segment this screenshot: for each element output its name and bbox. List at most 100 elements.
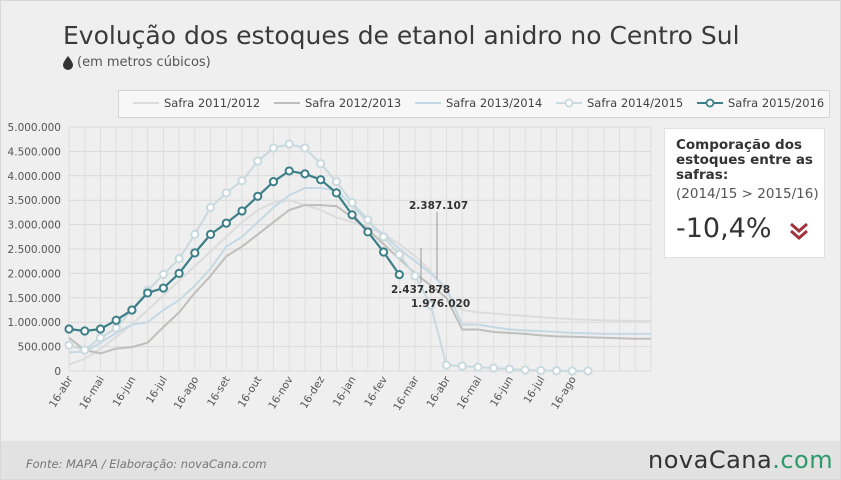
- data-point-4: [174, 268, 184, 278]
- x-tick-label: 16-ago: [549, 374, 579, 411]
- brand-part-nova: nova: [648, 446, 709, 474]
- y-tick-label: 1.500.000: [8, 293, 61, 305]
- x-tick-label: 16-jul: [522, 374, 548, 405]
- y-tick-label: 2.000.000: [8, 268, 61, 280]
- data-point-3: [567, 366, 577, 376]
- data-point-3: [190, 229, 200, 239]
- data-point-3: [504, 364, 515, 374]
- series-line-4: [68, 169, 401, 333]
- data-point-3: [174, 254, 184, 264]
- series-line-3: [68, 143, 589, 372]
- x-tick-label: 16-ago: [172, 374, 202, 411]
- data-point-3: [80, 345, 90, 355]
- y-tick-label: 4.500.000: [8, 146, 61, 158]
- footer: Fonte: MAPA / Elaboração: novaCana.com n…: [1, 441, 840, 479]
- y-tick-label: 3.000.000: [8, 220, 61, 232]
- x-tick-label: 16-jul: [144, 374, 170, 405]
- brand-part-com: .com: [772, 446, 834, 474]
- data-point-4: [363, 227, 373, 237]
- data-point-4: [190, 248, 200, 258]
- data-point-3: [347, 198, 357, 208]
- legend-swatch-2014: [556, 98, 582, 108]
- x-tick-label: 16-jun: [111, 374, 139, 409]
- y-tick-labels: 0 500.000 1.000.000 1.500.000 2.000.000 2.500…: [8, 122, 61, 378]
- data-point-3: [316, 159, 326, 169]
- data-point-4: [221, 218, 231, 228]
- data-point-4: [300, 169, 310, 179]
- y-tick-label: 4.000.000: [8, 171, 61, 183]
- y-tick-label: 3.500.000: [8, 195, 61, 207]
- y-tick-label: 0: [54, 366, 61, 378]
- data-point-3: [552, 366, 562, 376]
- data-point-3: [205, 202, 216, 213]
- legend-swatch-2012: [274, 102, 300, 104]
- data-point-3: [268, 143, 279, 153]
- data-point-3: [426, 300, 436, 310]
- data-point-4: [143, 288, 153, 298]
- legend-item-2015: Safra 2015/2016: [697, 96, 824, 110]
- data-point-3: [520, 365, 530, 375]
- data-point-3: [300, 143, 310, 153]
- grid-lines: [68, 126, 652, 372]
- data-point-4: [111, 315, 121, 325]
- data-point-4: [205, 229, 216, 239]
- data-point-3: [473, 362, 483, 372]
- data-point-3: [410, 271, 420, 281]
- data-point-3: [331, 177, 342, 187]
- data-point-3: [64, 340, 74, 350]
- legend-label-2014: Safra 2014/2015: [587, 96, 684, 110]
- data-point-3: [583, 366, 593, 376]
- data-point-4: [284, 166, 294, 176]
- comparison-title: Comporação dos estoques entre as safras:: [676, 137, 813, 183]
- data-point-3: [253, 156, 263, 166]
- brand-logo: novaCana.com: [648, 446, 833, 474]
- legend-label-2011: Safra 2011/2012: [164, 96, 261, 110]
- data-point-4: [95, 324, 106, 334]
- chart-title: Evolução dos estoques de etanol anidro n…: [63, 21, 740, 50]
- line-chart: 0 500.000 1.000.000 1.500.000 2.000.000 2.500…: [8, 122, 652, 413]
- x-tick-label: 16-jan: [331, 374, 359, 408]
- legend-item-2012: Safra 2012/2013: [274, 96, 401, 110]
- data-point-4: [378, 247, 389, 257]
- y-tick-label: 5.000.000: [8, 122, 61, 134]
- data-point-4: [64, 324, 74, 334]
- data-point-3: [457, 361, 467, 371]
- series-lines: [64, 139, 652, 376]
- data-point-4: [316, 175, 326, 185]
- data-point-4: [347, 210, 357, 220]
- data-point-4: [158, 283, 168, 293]
- double-chevron-down-icon: [790, 222, 808, 240]
- data-point-3: [111, 323, 121, 333]
- x-tick-label: 16-jun: [488, 374, 516, 409]
- legend-label-2012: Safra 2012/2013: [305, 96, 402, 110]
- series-line-2: [68, 187, 651, 354]
- annotation-label-2015-a: 2.437.878: [391, 284, 450, 296]
- x-tick-label: 16-out: [236, 374, 264, 410]
- comparison-value: -10,4%: [676, 213, 772, 244]
- legend-label-2013: Safra 2013/2014: [446, 96, 543, 110]
- data-point-3: [221, 188, 231, 198]
- x-tick-label: 16-nov: [266, 374, 295, 411]
- data-point-3: [363, 215, 373, 225]
- x-tick-label: 16-fev: [362, 374, 390, 409]
- data-point-4: [331, 188, 342, 198]
- x-tick-label: 16-dez: [298, 374, 327, 411]
- x-tick-label: 16-set: [205, 374, 233, 409]
- legend-item-2014: Safra 2014/2015: [556, 96, 683, 110]
- data-point-3: [237, 176, 247, 186]
- series-line-1: [68, 204, 651, 355]
- data-point-4: [127, 305, 137, 315]
- y-tick-label: 2.500.000: [8, 244, 61, 256]
- y-tick-label: 1.000.000: [8, 317, 61, 329]
- x-tick-label: 16-mai: [455, 374, 485, 412]
- data-point-4: [80, 326, 90, 336]
- data-point-4: [253, 191, 263, 201]
- data-point-4: [394, 269, 404, 280]
- legend-item-2011: Safra 2011/2012: [133, 96, 260, 110]
- legend-label-2015: Safra 2015/2016: [728, 96, 825, 110]
- legend-swatch-2011: [133, 102, 159, 104]
- x-tick-label: 16-abr: [425, 374, 454, 410]
- subtitle-text: (em metros cúbicos): [77, 55, 211, 70]
- chart-legend: Safra 2011/2012 Safra 2012/2013 Safra 20…: [118, 90, 830, 118]
